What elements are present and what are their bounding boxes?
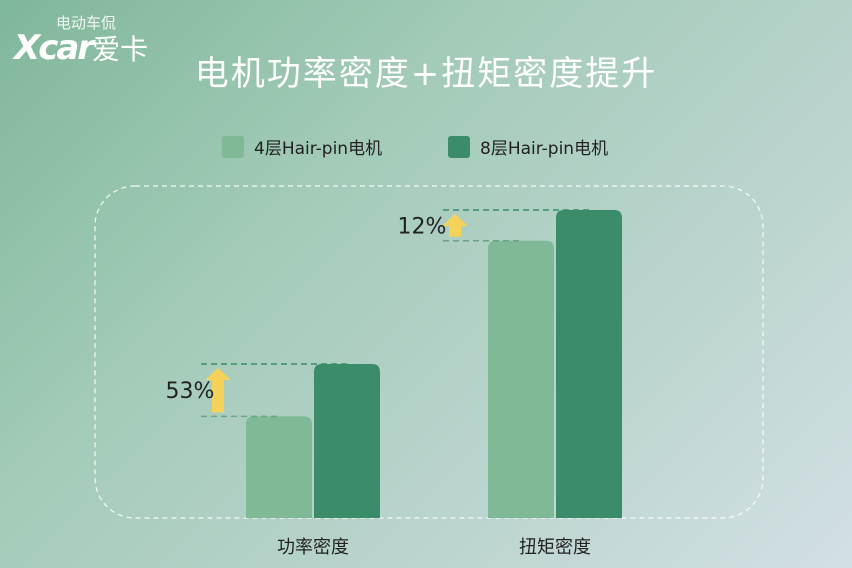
watermark-text: 电动车侃 — [56, 14, 117, 32]
bar-4layer-0 — [246, 416, 312, 518]
up-arrow-icon — [442, 214, 468, 237]
percent-label: 12% — [398, 214, 447, 239]
brand-logo: Xcar爱卡 — [14, 28, 149, 68]
dashed-frame — [94, 185, 764, 519]
legend-item-4layer: 4层Hair-pin电机 — [222, 134, 382, 159]
category-label: 扭矩密度 — [519, 537, 591, 558]
legend-item-8layer: 8层Hair-pin电机 — [448, 134, 608, 159]
bar-8layer-0 — [314, 364, 380, 518]
up-arrow-icon — [205, 368, 231, 413]
category-label: 功率密度 — [277, 537, 349, 558]
legend-swatch — [222, 135, 244, 158]
legend-swatch — [448, 135, 470, 158]
percent-label: 53% — [166, 379, 215, 404]
bar-8layer-1 — [556, 210, 622, 518]
legend-label: 4层Hair-pin电机 — [254, 139, 383, 159]
legend-label: 8层Hair-pin电机 — [480, 139, 609, 159]
chart-title: 电机功率密度+扭矩密度提升 — [194, 54, 658, 94]
bar-4layer-1 — [488, 240, 554, 519]
